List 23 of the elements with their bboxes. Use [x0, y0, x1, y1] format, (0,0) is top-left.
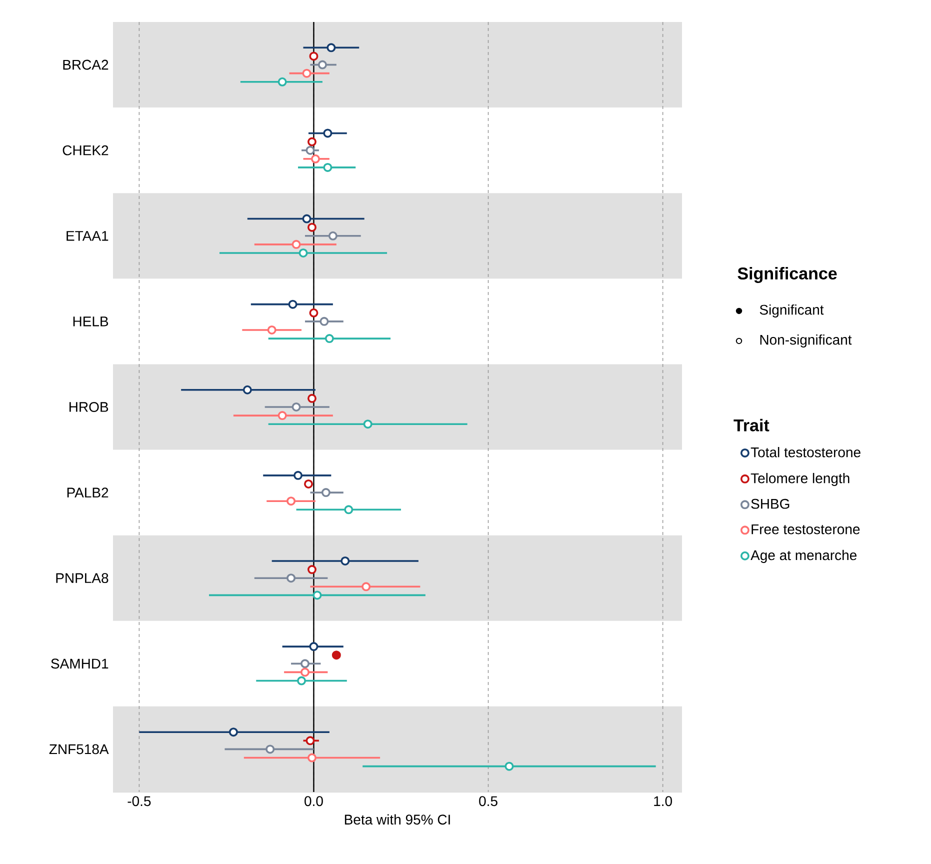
y-tick-label: ETAA1 — [66, 231, 108, 241]
text: Non-significant — [760, 334, 852, 348]
text: Significant — [760, 304, 824, 318]
x-tick-label: 0.0 — [304, 796, 323, 806]
y-tick-label: HELB — [73, 316, 108, 326]
y-tick-label: SAMHD1 — [51, 658, 108, 669]
x-tick-label: 0.5 — [479, 796, 498, 806]
legend-label: Total testosterone — [750, 447, 860, 458]
y-tick-label: PALB2 — [67, 488, 108, 498]
legend-label: Free testosterone — [752, 524, 860, 534]
y-tick-label: PNPLA8 — [56, 573, 108, 584]
y-tick-label: CHEK2 — [62, 145, 108, 156]
text: Significance — [738, 267, 837, 283]
legend-label: Age at menarche — [750, 550, 857, 563]
x-tick-label: 1.0 — [654, 796, 672, 806]
legend-title: Trait — [734, 418, 770, 432]
y-tick-label: BRCA2 — [63, 60, 108, 70]
x-axis-title: Beta with 95% CI — [344, 814, 450, 825]
legend-label: SHBG — [751, 498, 790, 509]
legend-label: Telomere length — [750, 472, 850, 486]
y-tick-label: HROB — [70, 402, 108, 412]
x-tick-label: -0.5 — [128, 796, 151, 806]
y-tick-label: ZNF518A — [49, 744, 109, 754]
